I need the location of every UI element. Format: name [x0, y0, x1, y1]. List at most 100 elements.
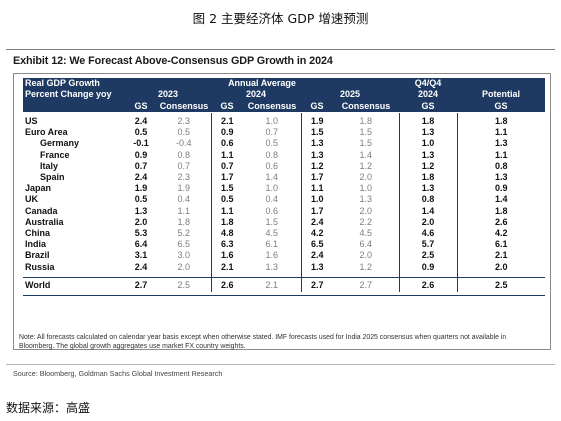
- gs-value-cell: 1.9: [134, 183, 148, 194]
- gs-value-cell: 2.4: [134, 116, 148, 126]
- country-name: Italy: [40, 160, 59, 171]
- gs-value-cell: 0.5: [134, 194, 148, 205]
- country-name: UK: [25, 194, 38, 205]
- consensus-value-cell: 2.3: [177, 172, 190, 183]
- header-gs: GS: [457, 100, 545, 113]
- gs-value-cell: 5.7: [398, 239, 457, 251]
- gs-value-cell: 1.8: [210, 216, 243, 229]
- consensus-value-cell: -0.4: [175, 138, 192, 149]
- gs-value-cell: 1.3: [300, 138, 333, 150]
- table-row: UK 0.5 0.4 0.5 0.4 1.0 1.3 0.8 1.4: [23, 194, 545, 206]
- table-row: China 5.3 5.2 4.8 4.5 4.2 4.5 4.6 4.2: [23, 228, 545, 240]
- header-gs: GS: [125, 100, 157, 113]
- gs-value-cell: 2.1: [210, 261, 243, 273]
- gs-value-cell: 0.8: [398, 194, 457, 206]
- gs-value-cell: 1.4: [456, 194, 545, 206]
- consensus-value-cell: 0.7: [177, 160, 190, 171]
- gs-value-cell: 3.1: [134, 250, 148, 261]
- header-blank: [457, 78, 545, 89]
- consensus-value-cell: 4.5: [265, 228, 278, 239]
- consensus-value-cell: 1.4: [359, 149, 372, 160]
- gs-value-cell: 2.1: [456, 250, 545, 262]
- consensus-value-cell: 1.2: [359, 261, 372, 272]
- consensus-value-cell: 0.6: [265, 160, 278, 171]
- consensus-value-cell: 2.0: [359, 205, 372, 216]
- gs-value-cell: 1.5: [300, 127, 333, 139]
- gs-value-cell: 1.1: [210, 205, 243, 217]
- gs-value-cell: 0.9: [456, 183, 545, 195]
- gs-value-cell: 2.7: [125, 276, 157, 292]
- gs-value-cell: 1.3: [398, 183, 457, 195]
- gs-value-cell: 1.6: [210, 250, 243, 262]
- gs-value-cell: 1.1: [456, 149, 545, 161]
- consensus-value-cell: 0.8: [177, 149, 190, 160]
- table-row: Euro Area 0.5 0.5 0.9 0.7 1.5 1.5 1.3 1.1: [23, 127, 545, 139]
- table-body: US 2.4 2.3 2.1 1.0 1.9 1.8 1.8 1.8 Euro Area 0.5 0.…: [23, 112, 545, 296]
- gs-value-cell: 1.4: [398, 205, 457, 217]
- gs-value-cell: 1.7: [300, 172, 333, 184]
- gs-value-cell: 2.4: [300, 250, 333, 262]
- gs-value-cell: 1.2: [398, 160, 457, 173]
- gs-value-cell: 1.3: [456, 172, 545, 184]
- gs-value-cell: 1.2: [300, 160, 333, 173]
- consensus-value-cell: 2.0: [359, 172, 372, 183]
- header-gs: GS: [301, 100, 333, 113]
- consensus-value-cell: 0.4: [177, 194, 190, 205]
- data-source-caption: 数据来源：高盛: [6, 401, 91, 415]
- header-2025: 2025: [301, 89, 399, 100]
- header-percent-change: Percent Change yoy: [23, 89, 125, 100]
- table-row: Italy 0.7 0.7 0.7 0.6 1.2 1.2 1.2 0.8: [23, 160, 545, 173]
- table-row: France 0.9 0.8 1.1 0.8 1.3 1.4 1.3 1.1: [23, 149, 545, 161]
- gs-value-cell: 4.6: [398, 228, 457, 240]
- gs-value-cell: 1.8: [456, 205, 545, 217]
- country-name: India: [25, 239, 47, 250]
- gs-value-cell: 1.5: [210, 183, 243, 195]
- bottom-divider: [6, 364, 555, 365]
- gs-value-cell: 2.0: [456, 261, 545, 273]
- gs-value-cell: 1.7: [300, 205, 333, 217]
- gs-value-cell: 1.1: [210, 149, 243, 161]
- consensus-value-cell: 0.7: [265, 127, 278, 138]
- table-row: Spain 2.4 2.3 1.7 1.4 1.7 2.0 1.8 1.3: [23, 172, 545, 184]
- consensus-value-cell: 2.5: [157, 276, 211, 292]
- gs-value-cell: 2.4: [300, 216, 333, 229]
- header-q4-2024: 2024: [399, 89, 457, 100]
- consensus-value-cell: 0.8: [265, 149, 278, 160]
- consensus-value-cell: 1.5: [265, 216, 278, 227]
- gs-value-cell: 2.1: [210, 112, 243, 128]
- source-line: Source: Bloomberg, Goldman Sachs Global …: [13, 369, 223, 378]
- table-row: India 6.4 6.5 6.3 6.1 6.5 6.4 5.7 6.1: [23, 239, 545, 251]
- gs-value-cell: 2.0: [134, 216, 148, 227]
- gs-value-cell: -0.1: [133, 138, 149, 149]
- consensus-value-cell: 1.0: [265, 116, 278, 126]
- consensus-value-cell: 2.1: [243, 276, 301, 292]
- header-consensus: Consensus: [243, 100, 301, 113]
- table-row: Brazil 3.1 3.0 1.6 1.6 2.4 2.0 2.5 2.1: [23, 250, 545, 262]
- consensus-value-cell: 4.5: [359, 228, 372, 239]
- gs-value-cell: 6.5: [300, 239, 333, 251]
- consensus-value-cell: 2.3: [177, 116, 190, 126]
- consensus-value-cell: 1.4: [265, 172, 278, 183]
- gs-value-cell: 0.8: [456, 160, 545, 173]
- consensus-value-cell: 1.3: [265, 261, 278, 272]
- gs-value-cell: 2.5: [398, 250, 457, 262]
- gs-value-cell: 0.7: [134, 160, 148, 171]
- consensus-value-cell: 1.0: [265, 183, 278, 194]
- header-gs: GS: [211, 100, 243, 113]
- world-row: World 2.7 2.5 2.6 2.1 2.7 2.7 2.6 2.5: [23, 276, 545, 292]
- table-row: Canada 1.3 1.1 1.1 0.6 1.7 2.0 1.4 1.8: [23, 205, 545, 217]
- consensus-value-cell: 1.1: [177, 205, 190, 216]
- country-name: Brazil: [25, 250, 50, 261]
- gs-value-cell: 2.5: [456, 276, 545, 292]
- table-row: US 2.4 2.3 2.1 1.0 1.9 1.8 1.8 1.8: [23, 112, 545, 128]
- gs-value-cell: 0.9: [210, 127, 243, 139]
- consensus-value-cell: 6.4: [359, 239, 372, 250]
- spacer-row: [23, 272, 545, 278]
- gs-value-cell: 5.3: [134, 228, 148, 239]
- gs-value-cell: 4.8: [210, 228, 243, 240]
- country-name: Russia: [25, 261, 55, 272]
- gs-value-cell: 1.3: [398, 127, 457, 139]
- gs-value-cell: 6.1: [456, 239, 545, 251]
- gs-value-cell: 2.6: [210, 276, 243, 292]
- gs-value-cell: 1.8: [398, 172, 457, 184]
